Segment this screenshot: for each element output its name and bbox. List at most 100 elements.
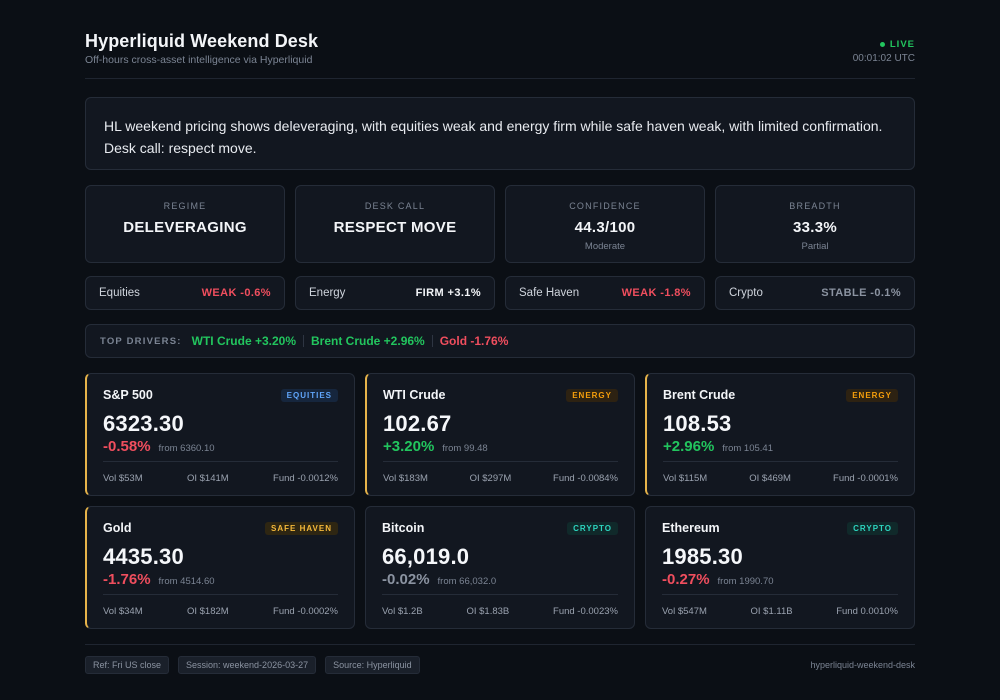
card-header: S&P 500 EQUITIES [103,388,338,402]
change-row: +3.20% from 99.48 [383,438,618,455]
metrics-row: REGIME DELEVERAGING DESK CALL RESPECT MO… [85,185,915,263]
card-stats: Vol $547M OI $1.11B Fund 0.0010% [662,594,898,628]
asset-price: 102.67 [383,411,452,436]
live-label: LIVE [889,39,915,50]
funding-stat: Fund -0.0002% [273,606,338,617]
driver-item: WTI Crude +3.20% [191,334,296,348]
session-chip: Session: weekend-2026-03-27 [178,655,317,674]
card-stats: Vol $53M OI $141M Fund -0.0012% [103,461,338,495]
metric-regime: REGIME DELEVERAGING [85,185,285,263]
metric-sub: Moderate [584,241,626,252]
change-row: -0.02% from 66,032.0 [382,571,618,588]
driver-divider [431,335,433,347]
sector-name: Energy [309,287,346,299]
asset-card: Bitcoin CRYPTO 66,019.0 -0.02% from 66,032.0… [365,506,635,629]
volume-stat: Vol $53M [103,473,143,484]
asset-change: -0.27% [662,571,710,588]
asset-change: +2.96% [663,438,715,455]
card-header: Ethereum CRYPTO [662,521,898,535]
asset-card: Gold SAFE HAVEN 4435.30 -1.76% from 4514.60 V… [85,506,355,629]
asset-price: 6323.30 [103,411,184,436]
asset-name: S&P 500 [103,388,153,402]
funding-stat: Fund -0.0001% [833,473,898,484]
change-row: -0.58% from 6360.10 [103,438,338,455]
asset-class-badge: CRYPTO [847,521,898,535]
sector-energy: Energy FIRM +3.1% [295,276,495,310]
funding-stat: Fund -0.0012% [273,473,338,484]
asset-class-badge: ENERGY [566,388,618,402]
reference-price: from 6360.10 [158,443,215,454]
metric-value: RESPECT MOVE [333,219,457,236]
brand-label: hyperliquid-weekend-desk [810,659,915,670]
change-row: +2.96% from 105.41 [663,438,898,455]
asset-change: -0.58% [103,438,151,455]
card-header: Brent Crude ENERGY [663,388,898,402]
sector-status: FIRM +3.1% [415,287,481,299]
asset-class-badge: CRYPTO [567,521,618,535]
sector-row: Equities WEAK -0.6% Energy FIRM +3.1% Sa… [85,276,915,310]
asset-name: Bitcoin [382,521,425,535]
asset-class-badge: EQUITIES [280,388,338,402]
funding-stat: Fund -0.0084% [553,473,618,484]
asset-card: S&P 500 EQUITIES 6323.30 -0.58% from 6360.10… [85,373,355,496]
change-row: -1.76% from 4514.60 [103,571,338,588]
asset-change: -1.76% [103,571,151,588]
page-title: Hyperliquid Weekend Desk [85,31,319,51]
volume-stat: Vol $183M [383,473,428,484]
asset-change: +3.20% [383,438,435,455]
card-header: Gold SAFE HAVEN [103,521,338,535]
metric-desk-call: DESK CALL RESPECT MOVE [295,185,495,263]
ref-chip: Ref: Fri US close [85,655,170,674]
drivers-label: TOP DRIVERS: [100,335,182,347]
live-status: LIVE 00:01:02 UTC [853,39,915,64]
utc-clock: 00:01:02 UTC [852,53,915,64]
reference-price: from 105.41 [722,443,773,454]
sector-name: Equities [99,287,140,299]
reference-price: from 4514.60 [158,576,215,587]
page-subtitle: Off-hours cross-asset intelligence via H… [85,54,313,66]
desk-summary: HL weekend pricing shows deleveraging, w… [85,97,915,170]
page-footer: Ref: Fri US close Session: weekend-2026-… [85,644,915,684]
asset-price: 66,019.0 [382,544,470,569]
funding-stat: Fund -0.0023% [553,606,618,617]
metric-sub: Partial [801,241,829,252]
open-interest-stat: OI $469M [749,473,791,484]
asset-card: Brent Crude ENERGY 108.53 +2.96% from 105.41… [645,373,915,496]
asset-change: -0.02% [382,571,430,588]
dashboard: Hyperliquid Weekend Desk Off-hours cross… [85,0,915,700]
open-interest-stat: OI $141M [186,473,229,484]
card-stats: Vol $1.2B OI $1.83B Fund -0.0023% [382,594,618,628]
asset-card: WTI Crude ENERGY 102.67 +3.20% from 99.48 Vol… [365,373,635,496]
top-drivers-bar: TOP DRIVERS: WTI Crude +3.20% Brent Crud… [85,324,915,358]
asset-card: Ethereum CRYPTO 1985.30 -0.27% from 1990.70 V… [645,506,915,629]
open-interest-stat: OI $182M [186,606,229,617]
source-chip: Source: Hyperliquid [325,655,420,674]
sector-name: Safe Haven [519,287,580,299]
volume-stat: Vol $547M [662,606,707,617]
asset-price: 1985.30 [662,544,743,569]
metric-breadth: BREADTH 33.3% Partial [715,185,915,263]
page-header: Hyperliquid Weekend Desk Off-hours cross… [85,31,915,79]
asset-cards-grid: S&P 500 EQUITIES 6323.30 -0.58% from 6360.10… [85,373,915,629]
asset-name: WTI Crude [383,388,446,402]
asset-name: Ethereum [662,521,720,535]
metric-label: CONFIDENCE [569,201,641,211]
sector-status: WEAK -0.6% [201,287,271,299]
sector-name: Crypto [729,287,763,299]
reference-price: from 1990.70 [717,576,774,587]
metric-value: DELEVERAGING [123,219,247,236]
sector-crypto: Crypto STABLE -0.1% [715,276,915,310]
metric-label: DESK CALL [364,201,426,211]
asset-class-badge: ENERGY [846,388,898,402]
sector-status: STABLE -0.1% [821,287,901,299]
change-row: -0.27% from 1990.70 [662,571,898,588]
asset-class-badge: SAFE HAVEN [265,521,338,535]
driver-item: Gold -1.76% [439,334,509,348]
reference-price: from 99.48 [442,443,488,454]
driver-divider [303,335,304,347]
card-header: WTI Crude ENERGY [383,388,618,402]
volume-stat: Vol $34M [103,606,143,617]
sector-equities: Equities WEAK -0.6% [85,276,285,310]
card-stats: Vol $34M OI $182M Fund -0.0002% [103,594,338,628]
sector-safe-haven: Safe Haven WEAK -1.8% [505,276,705,310]
